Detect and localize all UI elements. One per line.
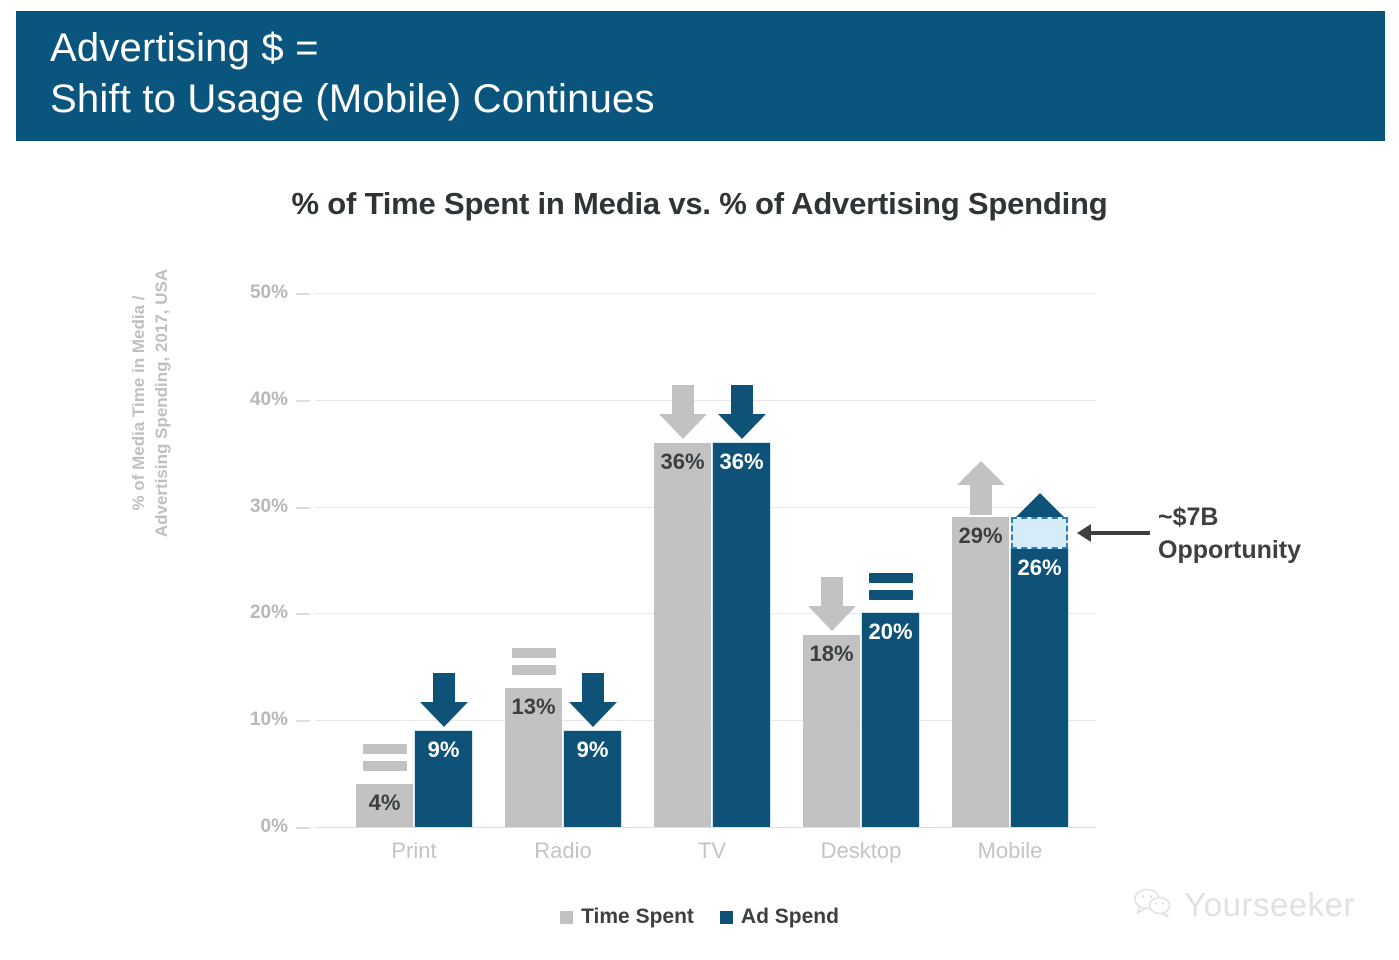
y-tick-mark	[296, 399, 310, 402]
x-axis-label-desktop: Desktop	[820, 838, 902, 863]
y-tick-mark	[296, 613, 310, 616]
bar-value-label: 9%	[427, 736, 460, 762]
bar-value-label: 18%	[809, 640, 854, 666]
gridline-0%	[315, 827, 1096, 828]
x-axis-label-print: Print	[391, 838, 437, 863]
y-tick-label: 0%	[260, 816, 288, 837]
wechat-icon	[1133, 887, 1173, 924]
legend-label: Ad Spend	[740, 905, 839, 928]
header-title-line-2: Shift to Usage (Mobile) Continues	[50, 77, 655, 121]
bar-value-label: 29%	[958, 523, 1003, 549]
down-arrow-indicator-icon	[657, 383, 709, 446]
y-tick-mark	[296, 720, 310, 723]
opportunity-label: Opportunity	[1158, 536, 1302, 565]
bar-desktop-time-spent: 18%	[803, 634, 860, 827]
equals-indicator-icon	[362, 744, 407, 772]
y-tick-label: 50%	[249, 282, 288, 303]
y-axis-title-line-2: Advertising Spending, 2017, USA	[152, 268, 171, 538]
y-tick-label: 10%	[249, 709, 288, 731]
bar-value-label: 36%	[660, 448, 705, 474]
down-arrow-indicator-icon	[418, 671, 470, 734]
bar-tv-time-spent: 36%	[654, 442, 711, 827]
opportunity-amount: ~$7B	[1158, 503, 1219, 532]
x-axis-label-tv: TV	[697, 838, 727, 863]
bar-radio-ad-spend: 9%	[563, 729, 622, 829]
legend-item-ad-spend: Ad Spend	[719, 905, 839, 929]
bar-value-label: 20%	[868, 619, 913, 645]
y-axis-title: % of Media Time in Media / Advertising S…	[127, 193, 173, 613]
bar-desktop-ad-spend: 20%	[861, 612, 920, 828]
chart-legend: Time Spent Ad Spend	[0, 905, 1399, 929]
down-arrow-indicator-icon	[567, 671, 619, 734]
opportunity-box	[1011, 517, 1068, 550]
opportunity-annotation: ~$7B Opportunity	[1158, 501, 1301, 567]
y-tick-mark	[296, 827, 310, 829]
bar-tv-ad-spend: 36%	[712, 441, 771, 829]
chart-title: % of Time Spent in Media vs. % of Advert…	[291, 186, 1108, 221]
down-arrow-indicator-icon	[716, 383, 768, 446]
bar-print-ad-spend: 9%	[414, 729, 473, 829]
watermark-label: Yourseeker	[1184, 886, 1355, 923]
bar-mobile-time-spent: 29%	[952, 517, 1009, 827]
down-arrow-indicator-icon	[806, 575, 858, 638]
x-axis-label-radio: Radio	[534, 838, 592, 863]
bar-value-label: 26%	[1017, 555, 1062, 581]
legend-label: Time Spent	[581, 905, 694, 928]
y-axis-title-line-1: % of Media Time in Media /	[129, 295, 148, 511]
y-tick-mark	[296, 506, 310, 509]
bar-mobile-ad-spend: 26%	[1010, 548, 1069, 828]
bar-print-time-spent: 4%	[356, 784, 413, 827]
bar-value-label: 36%	[719, 448, 764, 474]
gridline-40%	[315, 399, 1096, 401]
up-arrow-indicator-icon	[955, 459, 1007, 522]
legend-item-time-spent: Time Spent	[560, 905, 694, 929]
bar-value-label: 9%	[576, 736, 609, 762]
legend-swatch-icon	[719, 910, 733, 924]
x-axis-label-mobile: Mobile	[977, 838, 1043, 863]
equals-indicator-icon	[511, 648, 556, 676]
y-tick-label: 20%	[249, 602, 288, 624]
legend-swatch-icon	[560, 910, 574, 924]
header-title-line-1: Advertising $ =	[50, 26, 319, 70]
equals-indicator-icon	[868, 573, 913, 601]
y-tick-label: 30%	[249, 495, 288, 517]
bar-radio-time-spent: 13%	[505, 688, 562, 827]
opportunity-arrow-icon	[1077, 524, 1150, 543]
y-tick-mark	[296, 293, 310, 295]
bar-value-label: 4%	[368, 790, 401, 816]
gridline-50%	[315, 293, 1096, 294]
header-banner: Advertising $ = Shift to Usage (Mobile) …	[16, 11, 1385, 141]
watermark: Yourseeker	[1133, 886, 1355, 924]
bar-value-label: 13%	[511, 694, 556, 720]
y-tick-label: 40%	[249, 388, 288, 410]
